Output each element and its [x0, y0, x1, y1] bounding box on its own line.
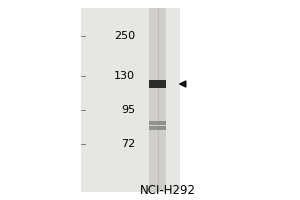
- Bar: [149, 8, 166, 192]
- Text: 250: 250: [114, 31, 135, 41]
- Bar: [81, 8, 180, 192]
- Bar: [149, 126, 166, 130]
- Text: 95: 95: [121, 105, 135, 115]
- Text: 72: 72: [121, 139, 135, 149]
- Text: 130: 130: [114, 71, 135, 81]
- Bar: [149, 80, 166, 88]
- Bar: [149, 121, 166, 125]
- Text: NCI-H292: NCI-H292: [140, 184, 196, 197]
